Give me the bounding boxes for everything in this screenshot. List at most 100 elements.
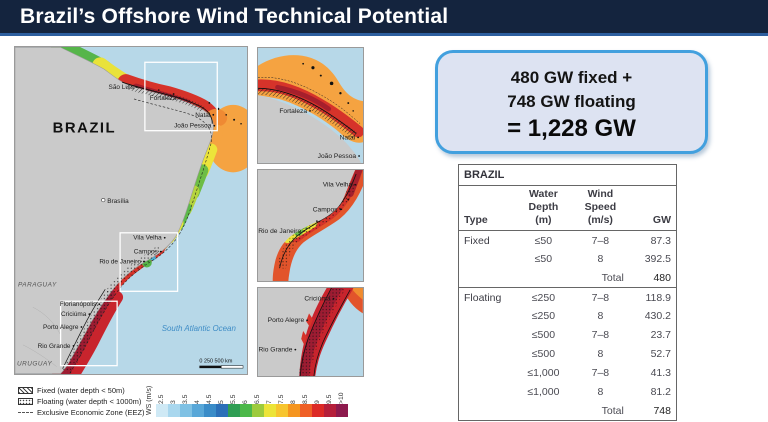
colorbar-cell: 9 [312, 384, 324, 417]
city-label: Rio de Janeiro [99, 259, 141, 266]
colorbar-swatch [204, 404, 216, 417]
gw-cell: 87.3 [650, 234, 671, 247]
colorbar-swatch [312, 404, 324, 417]
colorbar-swatch [156, 404, 168, 417]
inset-map-northeast: Fortaleza Natal João Pessoa [257, 47, 364, 164]
colorbar-swatch [240, 404, 252, 417]
table-row: Floating ≤250 7–8 118.9 [458, 287, 677, 307]
country-label: BRAZIL [53, 121, 116, 137]
city-label: João Pessoa [174, 123, 212, 130]
city-label: Rio de Janeiro [258, 228, 301, 235]
colorbar-cell: 3 [168, 384, 180, 417]
colorbar-axis-label: WS (m/s) [146, 385, 153, 415]
brazil-potential-table: BRAZIL Type Water Depth (m) Wind Speed (… [458, 164, 677, 422]
colorbar-cell: 3.5 [180, 384, 192, 417]
gw-cell: 392.5 [644, 253, 671, 266]
gw-cell: 430.2 [644, 310, 671, 323]
city-label: Fortaleza [150, 95, 177, 102]
city-label: Campos [313, 206, 338, 213]
depth-cell: ≤250 [514, 287, 572, 307]
wind-speed-colorbar: WS (m/s) 2.5 3 3.5 4 4.5 5 5.5 6 6.5 7 7… [146, 383, 348, 417]
table-title: BRAZIL [458, 164, 677, 186]
colorbar-cell: 5 [216, 384, 228, 417]
depth-cell: ≤1,000 [527, 367, 560, 380]
colorbar-swatch [336, 404, 348, 417]
colorbar-tick: 2.5 [158, 394, 165, 404]
ocean-label: South Atlantic Ocean [162, 324, 237, 333]
colorbar-cell: 2.5 [156, 384, 168, 417]
colorbar-tick: 4.5 [206, 394, 213, 404]
speed-cell: 8 [597, 253, 604, 266]
table-row: ≤500 7–8 23.7 [459, 326, 677, 345]
colorbar-tick: 3.5 [182, 394, 189, 404]
gw-cell: 81.2 [650, 386, 671, 399]
inset-box-northeast [144, 61, 218, 132]
colorbar-swatch [252, 404, 264, 417]
table-title-row: BRAZIL [458, 164, 677, 186]
colorbar-cell: >10 [336, 384, 348, 417]
table-header-row: Type Water Depth (m) Wind Speed (m/s) GW [458, 185, 677, 232]
speed-cell: 7–8 [591, 367, 610, 380]
callout-fixed-line: 480 GW fixed + [510, 68, 633, 87]
city-label: Porto Alegre [268, 317, 305, 324]
neighbor-label: URUGUAY [17, 361, 52, 368]
colorbar-cell: 5.5 [228, 384, 240, 417]
colorbar-cell: 7 [264, 384, 276, 417]
city-label: Porto Alegre [43, 324, 79, 331]
city-label: São Luís [109, 84, 134, 91]
totals-callout: 480 GW fixed + 748 GW floating = 1,228 G… [435, 50, 708, 154]
main-map-canvas: BRAZIL São Luís Fortaleza Natal João Pes… [15, 47, 247, 374]
city-label: Natal [340, 134, 356, 141]
city-label: Criciúma [304, 296, 330, 303]
colorbar-swatch [168, 404, 180, 417]
column-header-speed: Wind Speed (m/s) [571, 185, 629, 232]
floating-dots-swatch-icon [18, 397, 33, 405]
speed-cell: 8 [597, 348, 604, 361]
column-header-gw: GW [628, 185, 677, 232]
speed-cell: 8 [597, 310, 604, 323]
colorbar-tick: 5.5 [230, 394, 237, 404]
colorbar-tick: 6 [242, 400, 249, 404]
city-label: Natal [195, 112, 210, 119]
table-row: ≤1,000 7–8 41.3 [459, 364, 677, 383]
total-label: Total [601, 272, 624, 285]
city-label: João Pessoa [318, 153, 357, 160]
inset-northeast-canvas: Fortaleza Natal João Pessoa [258, 48, 363, 163]
colorbar-swatch [300, 404, 312, 417]
colorbar-swatch [324, 404, 336, 417]
table-row: Fixed ≤50 7–8 87.3 [459, 231, 677, 250]
depth-cell: ≤50 [534, 234, 553, 247]
gw-cell: 23.7 [650, 329, 671, 342]
colorbar-swatch [276, 404, 288, 417]
colorbar-tick: 9.5 [326, 394, 333, 404]
legend-label: Fixed (water depth < 50m) [37, 385, 125, 395]
city-label: Vila Velha [133, 235, 162, 242]
colorbar-tick: 3 [170, 400, 177, 404]
city-label: Florianópolis [60, 301, 97, 308]
colorbar-swatch [228, 404, 240, 417]
inset-map-southeast: Vila Velha Campos Rio de Janeiro [257, 169, 364, 282]
fixed-hatch-swatch-icon [18, 386, 33, 394]
column-header-type: Type [458, 185, 515, 232]
colorbar-cell: 7.5 [276, 384, 288, 417]
legend-item-fixed: Fixed (water depth < 50m) [18, 385, 145, 395]
table-row: ≤50 8 392.5 [459, 250, 677, 269]
inset-southeast-canvas: Vila Velha Campos Rio de Janeiro [258, 170, 363, 281]
depth-cell: ≤50 [534, 253, 553, 266]
colorbar-swatch [288, 404, 300, 417]
legend-item-floating: Floating (water depth < 1000m) [18, 396, 145, 406]
colorbar-swatch [192, 404, 204, 417]
callout-floating-line: 748 GW floating [507, 92, 636, 111]
colorbar-cell: 8 [288, 384, 300, 417]
legend-label: Exclusive Economic Zone (EEZ) [37, 407, 145, 417]
eez-dashed-line-icon [18, 411, 33, 413]
total-value: 748 [653, 405, 671, 418]
inset-map-south: Criciúma Porto Alegre Rio Grande [257, 287, 364, 377]
colorbar-tick: 8.5 [302, 394, 309, 404]
capital-label: Brasília [107, 198, 129, 205]
colorbar-scale: 2.5 3 3.5 4 4.5 5 5.5 6 6.5 7 7.5 8 8.5 … [156, 384, 348, 417]
colorbar-cell: 9.5 [324, 384, 336, 417]
city-label: Criciúma [61, 311, 87, 318]
callout-total-line: = 1,228 GW [507, 115, 636, 142]
table-row: ≤250 8 430.2 [459, 307, 677, 326]
